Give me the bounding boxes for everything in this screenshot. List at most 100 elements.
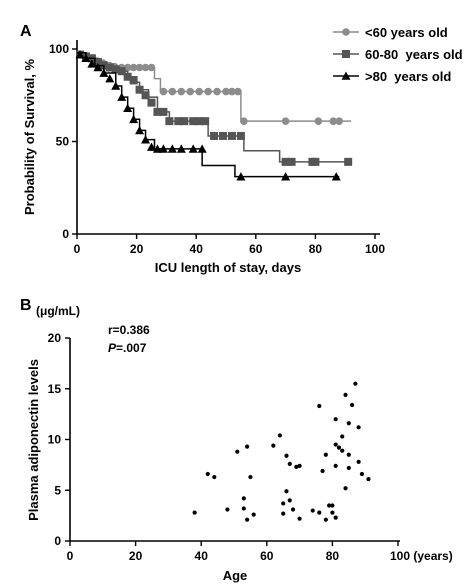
panel-a-series-3-point: [117, 92, 127, 101]
scatter-point: [366, 476, 371, 482]
panel-a-series-2-point: [344, 157, 353, 166]
panel-b-y-tick-label: 10: [48, 433, 62, 447]
panel-a-series-1-point: [159, 87, 168, 96]
panel-a-series-1-point: [141, 63, 150, 72]
panel-a-axes: [76, 40, 380, 235]
panel-a-series-3-point: [135, 125, 145, 135]
panel-a-series-3-point: [147, 142, 156, 151]
panel-a-series-3-point: [188, 144, 198, 153]
scatter-point: [297, 463, 302, 468]
panel-a-series-3-point: [197, 144, 207, 153]
scatter-point: [297, 516, 302, 521]
panel-a-x-tick-label: 0: [74, 242, 81, 256]
panel-b-y-tick-label: 0: [54, 534, 61, 548]
panel-a-series-3-point: [129, 114, 139, 124]
scatter-point: [287, 498, 292, 503]
panel-b-x-tick-label: 40: [195, 549, 209, 563]
scatter-point: [284, 453, 289, 458]
legend-label-3: >80 years old: [365, 69, 451, 84]
panel-b-label: B: [20, 297, 32, 314]
panel-a-y-tick-label: 50: [56, 135, 70, 149]
panel-a-series-2-point: [165, 117, 174, 126]
panel-b-stat-p-letter: P: [108, 341, 117, 355]
panel-b-x-tick-label: 20: [129, 549, 143, 563]
panel-a-series-1-point: [168, 87, 177, 96]
scatter-point: [317, 403, 322, 409]
scatter-point: [310, 508, 315, 513]
panel-a-ticks: 0 20 40 60 80 100 0 50 100: [49, 42, 385, 256]
scatter-point: [281, 511, 286, 516]
panel-a-series-1-point: [281, 117, 290, 125]
scatter-point: [225, 507, 230, 512]
panel-a-series-2-point: [281, 157, 290, 166]
panel-a-series-1-point: [335, 117, 344, 125]
scatter-point: [346, 465, 351, 471]
scatter-point: [340, 434, 345, 439]
scatter-point: [205, 471, 210, 477]
panel-b-x-tick-label: 100 (years): [390, 549, 453, 563]
panel-a-series-3-point: [236, 172, 246, 181]
panel-a-series-1-point: [213, 87, 221, 96]
panel-a-series-3-point: [123, 103, 133, 112]
panel-a-series-3-point: [105, 74, 115, 83]
scatter-point: [356, 459, 361, 464]
scatter-point: [340, 448, 345, 453]
panel-a-series-2-point: [287, 157, 296, 166]
panel-b-ticks: 0 20 40 60 80 100 (years) 0 5 10 15 20: [48, 331, 453, 563]
scatter-point: [343, 486, 348, 491]
scatter-point: [333, 417, 338, 422]
panel-a-series-1-point: [240, 117, 248, 125]
panel-a-y-axis-label: Probability of Survival, %: [22, 59, 37, 215]
panel-b-y-tick-label: 5: [54, 483, 61, 497]
scatter-point: [346, 452, 351, 457]
panel-a-series-2-point: [123, 72, 132, 81]
panel-a-x-axis-label: ICU length of stay, days: [155, 260, 301, 275]
scatter-point: [277, 433, 283, 438]
panel-b-stat-p: P=.007: [108, 341, 147, 355]
scatter-point: [271, 443, 276, 448]
panel-a-series-3-point: [158, 144, 168, 153]
scatter-point: [192, 510, 197, 515]
panel-a-series-2-point: [227, 131, 236, 140]
scatter-point: [251, 512, 256, 517]
panel-a-series-1-point: [135, 63, 144, 72]
panel-a-series-1-point: [234, 87, 242, 96]
scatter-point: [353, 381, 358, 386]
panel-a-series-3-point: [93, 63, 103, 72]
panel-a-series-3-point: [281, 172, 291, 181]
panel-a-x-tick-label: 100: [365, 242, 385, 256]
scatter-point: [356, 425, 361, 430]
panel-a-series-3-point: [331, 172, 341, 181]
panel-a-series-2-point: [129, 76, 138, 85]
panel-a-series-1-point: [147, 63, 156, 72]
legend-label-2: 60-80 years old: [365, 47, 463, 62]
panel-a-series-2-point: [159, 107, 168, 116]
scatter-point: [281, 501, 286, 506]
panel-b-y-tick-label: 20: [48, 331, 62, 345]
panel-a-series-1-point: [186, 87, 195, 96]
panel-a-series-2-point: [219, 131, 228, 140]
legend-marker-3: [341, 71, 351, 80]
scatter-point: [323, 517, 328, 522]
panel-b-x-tick-label: 60: [260, 549, 274, 563]
scatter-point: [330, 503, 335, 508]
scatter-point: [294, 464, 299, 470]
scatter-point: [327, 503, 332, 508]
scatter-point: [284, 489, 289, 494]
scatter-point: [343, 392, 348, 397]
panel-b-stat-r: r=0.386: [108, 323, 150, 337]
panel-a-series-3-point: [75, 50, 85, 59]
scatter-point: [290, 507, 296, 512]
panel-a-series-3-point: [141, 135, 151, 144]
scatter-point: [333, 442, 338, 447]
panel-a-x-tick-label: 80: [309, 242, 323, 256]
panel-a-series-2-point: [153, 107, 162, 116]
panel-a-series-2-point: [147, 98, 156, 107]
scatter-point: [212, 474, 217, 480]
panel-b-points: [192, 381, 371, 522]
panel-a-x-tick-label: 40: [190, 242, 204, 256]
panel-a-x-tick-label: 20: [130, 242, 144, 256]
panel-a-series-1-point: [177, 87, 186, 96]
legend-label-1: <60 years old: [365, 25, 448, 40]
scatter-point: [333, 515, 338, 520]
